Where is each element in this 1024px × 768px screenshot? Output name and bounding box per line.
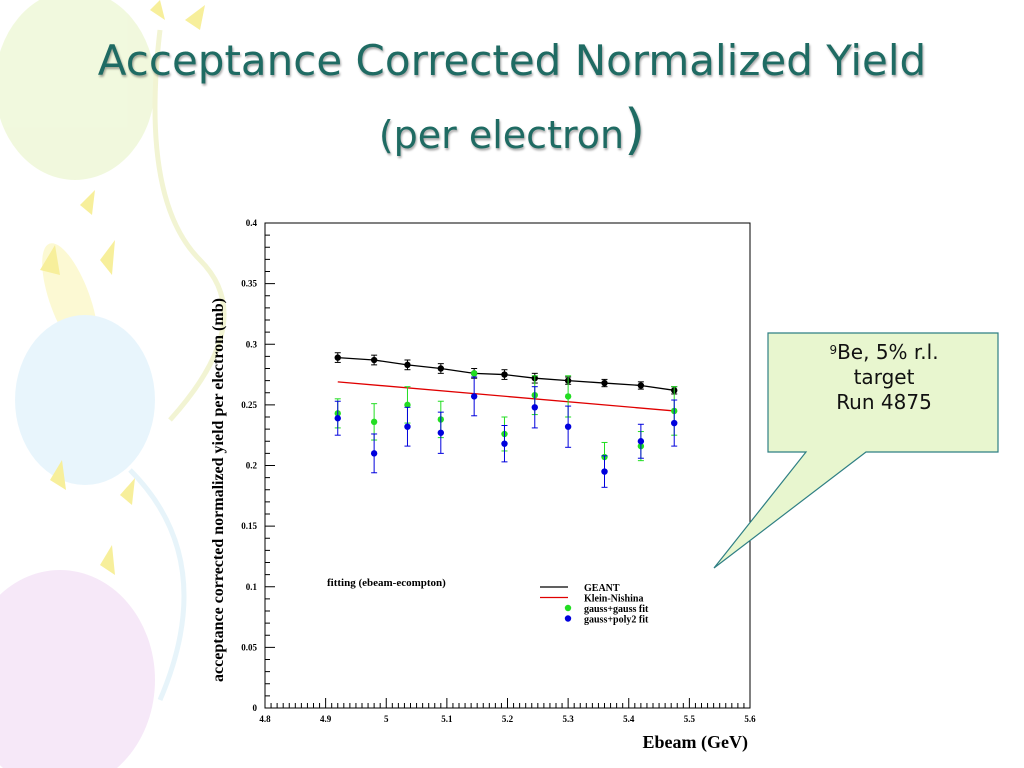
legend-label: Klein-Nishina — [584, 594, 643, 605]
blue-balloon-icon — [15, 315, 155, 485]
data-point — [564, 423, 572, 430]
data-point — [601, 468, 608, 475]
x-tick-label: 5.2 — [502, 714, 514, 724]
data-point — [601, 379, 608, 387]
y-tick-label: 0.25 — [241, 400, 257, 410]
callout-superscript: 9 — [829, 343, 838, 357]
y-axis-label: acceptance corrected normalized yield pe… — [210, 298, 227, 682]
legend-label: gauss+gauss fit — [584, 604, 649, 615]
pink-balloon-icon — [0, 570, 155, 768]
y-tick-label: 0.3 — [246, 339, 258, 349]
data-point — [334, 415, 341, 422]
data-point — [637, 382, 645, 389]
data-point — [370, 450, 378, 457]
data-point — [470, 370, 478, 377]
data-point — [501, 440, 508, 447]
data-point — [404, 401, 411, 409]
x-tick-label: 4.9 — [320, 714, 332, 724]
data-point — [370, 356, 378, 364]
y-tick-label: 0.05 — [241, 642, 257, 652]
data-point — [564, 393, 572, 400]
callout-line-3: Run 4875 — [836, 390, 932, 414]
legend-swatch — [564, 615, 572, 622]
y-tick-label: 0 — [253, 703, 258, 713]
y-tick-label: 0.1 — [246, 582, 258, 592]
slide-subtitle-paren: ) — [624, 98, 646, 161]
x-tick-label: 5.6 — [744, 714, 756, 724]
data-point — [470, 393, 478, 400]
fit-annotation: fitting (ebeam-ecompton) — [327, 577, 446, 589]
callout-text: 9Be, 5% r.l. target Run 4875 — [770, 340, 998, 415]
y-tick-label: 0.2 — [246, 461, 258, 471]
series-line-klein-nishina — [337, 381, 675, 412]
legend-label: GEANT — [584, 583, 620, 594]
legend-label: gauss+poly2 fit — [584, 615, 649, 626]
data-point — [531, 404, 538, 411]
x-tick-label: 5 — [384, 714, 389, 724]
data-point — [437, 365, 445, 372]
data-point — [671, 419, 678, 427]
x-axis-label: Ebeam (GeV) — [643, 732, 748, 753]
y-tick-label: 0.35 — [241, 279, 257, 289]
legend-swatch — [564, 604, 572, 612]
x-tick-label: 4.8 — [259, 714, 271, 724]
callout-shape — [713, 332, 999, 569]
callout-line-2: target — [853, 365, 915, 389]
green-balloon-icon — [0, 0, 155, 180]
slide-title: Acceptance Corrected Normalized Yield — [97, 36, 927, 85]
data-point — [437, 429, 445, 436]
data-point — [637, 438, 645, 445]
y-tick-label: 0.15 — [241, 521, 257, 531]
slide-subtitle-text: (per electron — [378, 113, 625, 157]
x-tick-label: 5.1 — [441, 714, 453, 724]
y-tick-label: 0.4 — [246, 218, 258, 228]
x-tick-label: 5.5 — [684, 714, 696, 724]
x-tick-label: 5.3 — [563, 714, 575, 724]
data-point — [370, 418, 378, 426]
x-tick-label: 5.4 — [623, 714, 635, 724]
data-point — [501, 371, 508, 378]
callout-line-1: 9Be, 5% r.l. — [770, 340, 998, 365]
slide-subtitle: (per electron) — [0, 98, 1024, 161]
plot-frame — [264, 222, 751, 709]
data-point — [404, 361, 411, 369]
callout-element: Be, 5% r.l. — [837, 340, 939, 364]
data-point — [404, 423, 411, 430]
data-point — [334, 354, 341, 361]
